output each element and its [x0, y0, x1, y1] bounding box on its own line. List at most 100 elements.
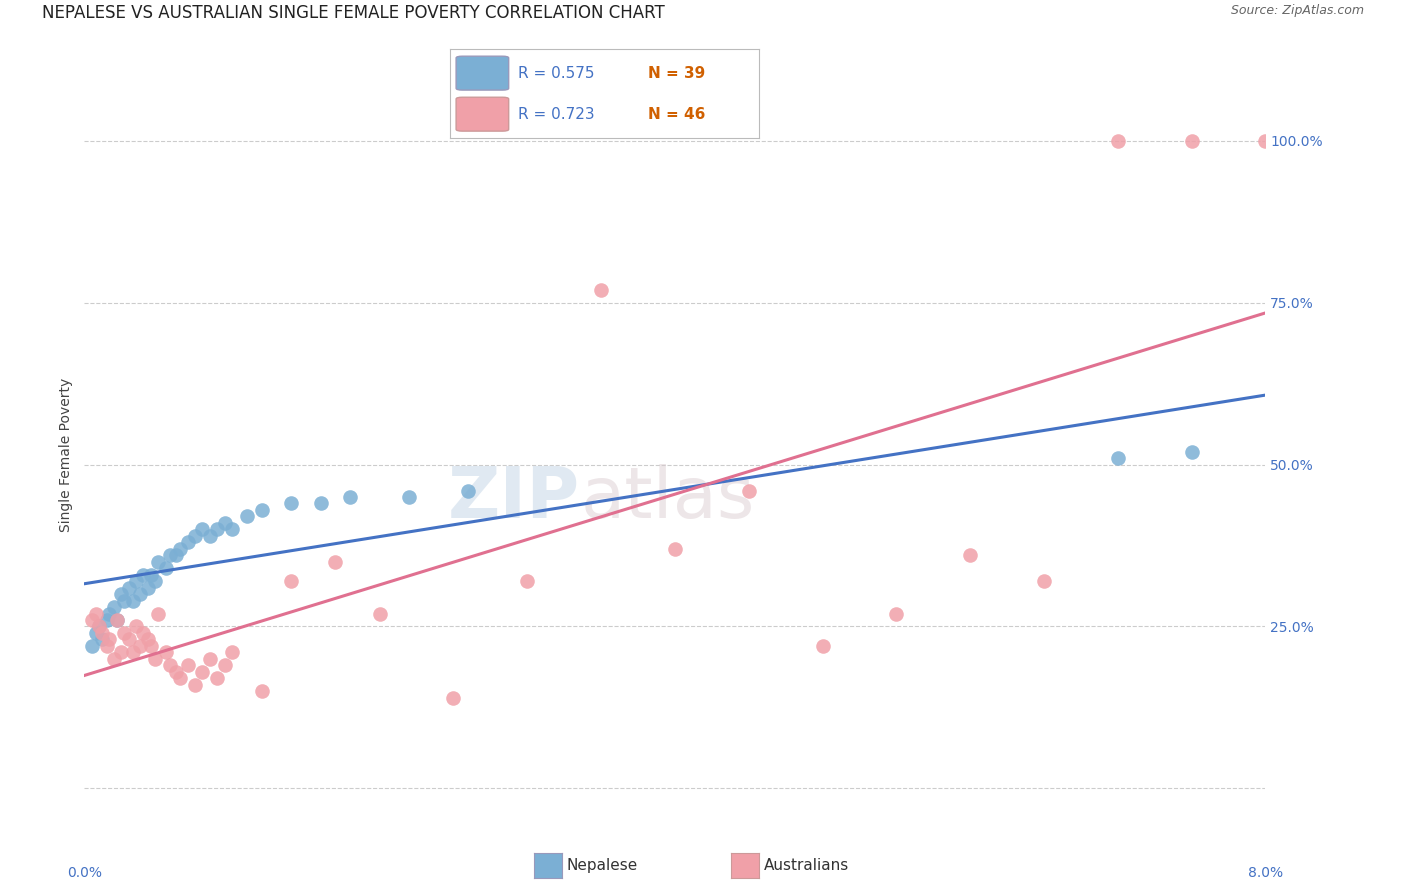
Point	[959, 548, 981, 562]
Point	[738, 483, 761, 498]
Point	[398, 490, 420, 504]
Point	[214, 658, 236, 673]
Point	[177, 658, 200, 673]
Point	[148, 555, 170, 569]
Point	[159, 658, 181, 673]
Text: R = 0.575: R = 0.575	[517, 66, 595, 80]
Point	[191, 522, 214, 536]
Point	[1180, 134, 1202, 148]
Point	[457, 483, 479, 498]
Point	[155, 645, 177, 659]
Point	[1180, 444, 1202, 458]
Point	[132, 626, 155, 640]
Point	[198, 529, 221, 543]
Point	[221, 645, 243, 659]
Point	[250, 503, 273, 517]
Point	[664, 541, 686, 556]
Point	[98, 632, 121, 647]
Text: N = 46: N = 46	[648, 107, 706, 121]
Point	[87, 619, 111, 633]
Point	[122, 645, 145, 659]
Point	[811, 639, 834, 653]
Point	[139, 639, 162, 653]
Point	[96, 639, 118, 653]
Point	[122, 593, 145, 607]
Y-axis label: Single Female Poverty: Single Female Poverty	[59, 378, 73, 532]
Point	[339, 490, 361, 504]
Point	[1254, 134, 1277, 148]
Point	[184, 678, 207, 692]
Point	[250, 684, 273, 698]
Point	[87, 619, 111, 633]
Point	[165, 548, 187, 562]
Point	[323, 555, 346, 569]
Point	[205, 671, 228, 685]
Text: Australians: Australians	[763, 858, 849, 872]
Point	[198, 652, 221, 666]
Point	[441, 690, 464, 705]
Point	[159, 548, 181, 562]
FancyBboxPatch shape	[456, 56, 509, 90]
Point	[165, 665, 187, 679]
Point	[105, 613, 128, 627]
Point	[235, 509, 259, 524]
Point	[129, 587, 152, 601]
Text: atlas: atlas	[581, 465, 755, 533]
Point	[184, 529, 207, 543]
Point	[169, 541, 191, 556]
Point	[103, 600, 125, 615]
Text: 0.0%: 0.0%	[67, 866, 101, 880]
Point	[103, 652, 125, 666]
Text: NEPALESE VS AUSTRALIAN SINGLE FEMALE POVERTY CORRELATION CHART: NEPALESE VS AUSTRALIAN SINGLE FEMALE POV…	[42, 4, 665, 22]
Point	[112, 626, 135, 640]
Text: 8.0%: 8.0%	[1249, 866, 1282, 880]
Point	[98, 607, 121, 621]
Point	[1107, 134, 1129, 148]
Point	[125, 619, 148, 633]
Point	[96, 613, 118, 627]
Point	[280, 574, 302, 589]
Point	[169, 671, 191, 685]
Point	[129, 639, 152, 653]
Text: R = 0.723: R = 0.723	[517, 107, 595, 121]
Point	[105, 613, 128, 627]
Point	[205, 522, 228, 536]
Point	[136, 632, 159, 647]
Point	[309, 496, 332, 510]
FancyBboxPatch shape	[456, 97, 509, 131]
Point	[136, 581, 159, 595]
Point	[112, 593, 135, 607]
Point	[84, 626, 107, 640]
Text: Nepalese: Nepalese	[567, 858, 638, 872]
Point	[143, 652, 166, 666]
Point	[191, 665, 214, 679]
Point	[139, 567, 162, 582]
Point	[143, 574, 166, 589]
Point	[110, 645, 132, 659]
Point	[84, 607, 107, 621]
Point	[110, 587, 132, 601]
Point	[214, 516, 236, 530]
Point	[80, 639, 103, 653]
Point	[132, 567, 155, 582]
Point	[118, 632, 141, 647]
Point	[155, 561, 177, 575]
Point	[148, 607, 170, 621]
Point	[91, 626, 114, 640]
Point	[91, 632, 114, 647]
Point	[221, 522, 243, 536]
Point	[516, 574, 538, 589]
Point	[118, 581, 141, 595]
Point	[886, 607, 908, 621]
Point	[125, 574, 148, 589]
Point	[177, 535, 200, 549]
Point	[1107, 451, 1129, 466]
Point	[1032, 574, 1054, 589]
Point	[80, 613, 103, 627]
Text: N = 39: N = 39	[648, 66, 706, 80]
Text: ZIP: ZIP	[449, 465, 581, 533]
Point	[280, 496, 302, 510]
Point	[591, 283, 613, 297]
Text: Source: ZipAtlas.com: Source: ZipAtlas.com	[1230, 4, 1364, 18]
Point	[368, 607, 391, 621]
